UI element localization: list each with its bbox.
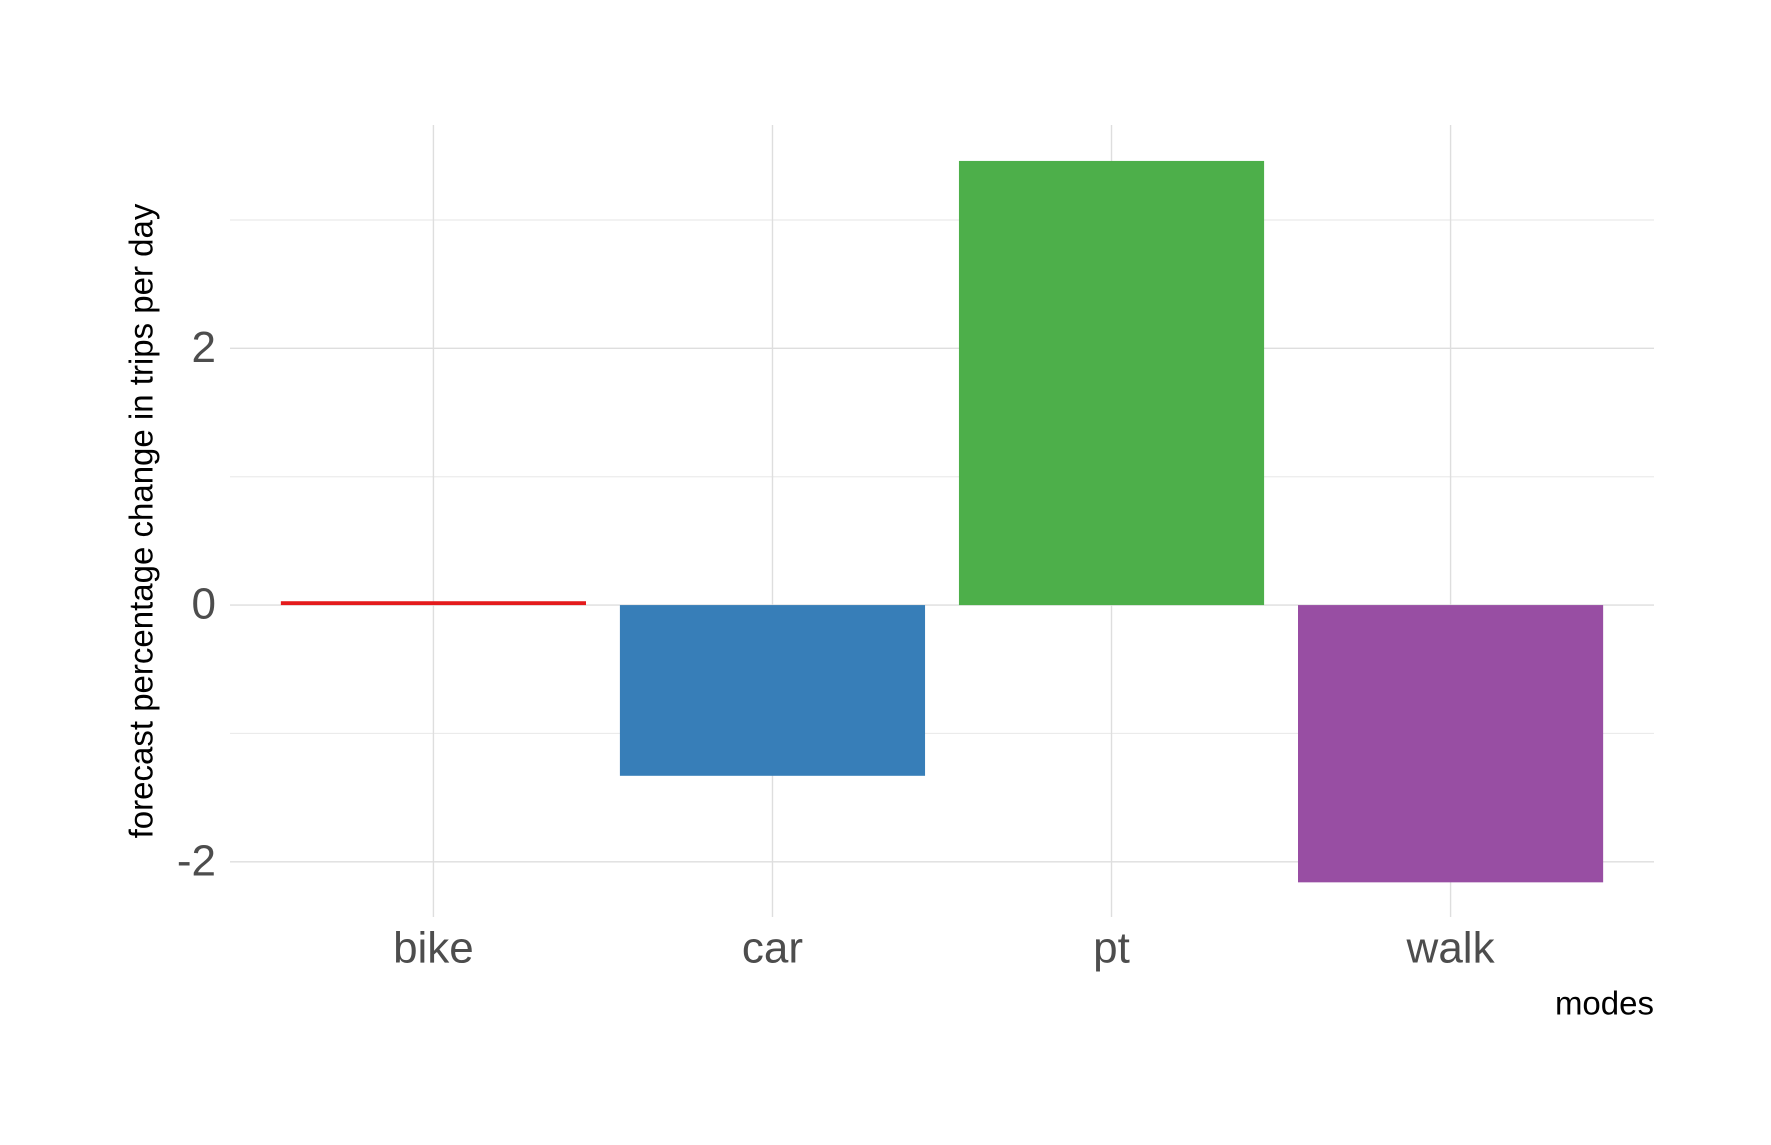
y-axis-title: forecast percentage change in trips per …: [123, 203, 160, 838]
y-tick-label: 0: [192, 580, 216, 629]
x-axis-title: modes: [1555, 985, 1654, 1022]
x-tick-label: car: [742, 924, 803, 973]
bar: [1298, 605, 1604, 883]
y-tick-label: 2: [192, 323, 216, 372]
x-tick-label: pt: [1093, 924, 1130, 973]
bar: [280, 601, 586, 606]
x-tick-label: bike: [393, 924, 474, 973]
x-tick-label: walk: [1406, 924, 1496, 973]
y-tick-label: -2: [177, 836, 216, 885]
bar: [619, 605, 926, 776]
bar: [958, 160, 1265, 606]
